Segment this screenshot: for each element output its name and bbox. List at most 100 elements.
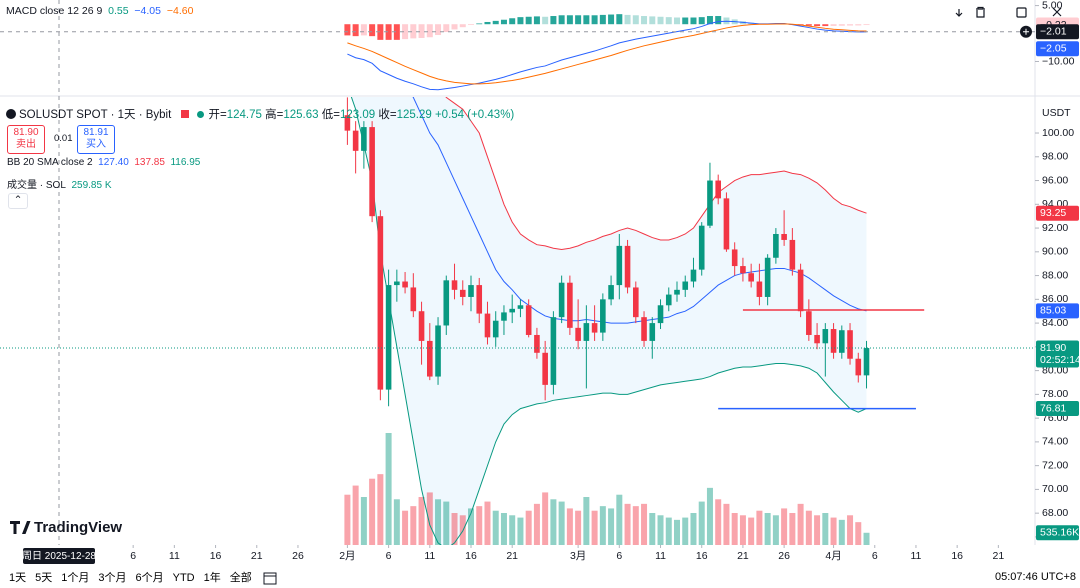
x-tick-label: 26 bbox=[778, 550, 790, 562]
y-tick-label: 96.00 bbox=[1042, 174, 1068, 186]
macd-histogram-bar bbox=[706, 16, 713, 25]
x-tick-label: 11 bbox=[169, 550, 180, 562]
bb-lower-label: 76.81 bbox=[1040, 402, 1066, 414]
candle-body bbox=[641, 317, 647, 341]
volume-bar bbox=[435, 499, 442, 545]
candle-body bbox=[435, 325, 441, 377]
volume-bar bbox=[830, 517, 837, 545]
candle-body bbox=[740, 266, 746, 274]
macd-histogram-bar bbox=[509, 18, 516, 25]
candle-body bbox=[492, 320, 499, 338]
macd-histogram-bar bbox=[352, 24, 359, 37]
candle-body bbox=[575, 327, 581, 341]
volume-bar bbox=[385, 433, 392, 545]
range-button[interactable]: 6个月 bbox=[135, 572, 164, 584]
volume-bar bbox=[756, 510, 763, 545]
volume-bar bbox=[698, 501, 705, 545]
y-tick-label: 5.00 bbox=[1042, 0, 1063, 11]
y-tick-label: 98.00 bbox=[1042, 151, 1068, 163]
candle-body bbox=[707, 180, 713, 226]
volume-bar bbox=[360, 497, 367, 545]
volume-last-label-box bbox=[1036, 525, 1079, 541]
range-button[interactable]: 1个月 bbox=[61, 572, 90, 584]
calendar-icon[interactable] bbox=[263, 571, 277, 585]
x-tick-label: 6 bbox=[616, 550, 622, 562]
legend-value: 116.95 bbox=[170, 157, 201, 168]
volume-bar bbox=[608, 508, 615, 545]
volume-bar bbox=[739, 515, 746, 545]
x-tick-label: 11 bbox=[655, 550, 666, 562]
legend-value: −4.60 bbox=[166, 5, 194, 17]
y-tick-label: 86.00 bbox=[1042, 293, 1068, 305]
candle-body bbox=[682, 281, 689, 290]
ohlc-label: 高= bbox=[265, 109, 284, 121]
sell-button[interactable]: 81.90 卖出 bbox=[7, 125, 45, 154]
y-tick-label: 72.00 bbox=[1042, 459, 1068, 471]
candle-body bbox=[797, 269, 804, 312]
x-tick-label: 6 bbox=[130, 550, 136, 562]
y-tick-label: 84.00 bbox=[1042, 317, 1068, 329]
volume-bar bbox=[426, 492, 433, 545]
candle-body bbox=[839, 330, 845, 353]
line-signal bbox=[347, 23, 867, 85]
range-button[interactable]: 全部 bbox=[229, 572, 252, 584]
range-button[interactable]: 5天 bbox=[35, 572, 53, 584]
volume-bar bbox=[517, 517, 524, 545]
macd-histogram-bar bbox=[385, 24, 392, 40]
crosshair-y-label: −2.01 bbox=[1040, 25, 1067, 37]
top-icons[interactable] bbox=[955, 6, 1062, 18]
candle-body bbox=[484, 313, 491, 338]
candle-body bbox=[608, 285, 614, 300]
candle-body bbox=[789, 239, 796, 270]
macd-histogram-bar bbox=[698, 17, 705, 25]
icon-down[interactable] bbox=[955, 9, 963, 17]
volume-bar bbox=[583, 497, 590, 545]
range-button[interactable]: YTD bbox=[172, 572, 195, 584]
volume-bar bbox=[492, 510, 499, 545]
chart: 66.0068.0070.0072.0074.0076.0078.0080.00… bbox=[0, 0, 1080, 564]
volume-bar bbox=[847, 515, 854, 545]
bb-basis-label: 85.03 bbox=[1040, 305, 1066, 317]
volume-bar bbox=[805, 510, 812, 545]
buy-button[interactable]: 81.91 买入 bbox=[77, 125, 115, 154]
bb-upper-label: 93.25 bbox=[1040, 207, 1066, 219]
last-price-label: 81.90 bbox=[1040, 342, 1066, 354]
candle-body bbox=[690, 269, 697, 282]
volume-bar bbox=[682, 517, 689, 545]
macd-histogram-bar bbox=[838, 24, 845, 26]
ohlc-value: 123.09 bbox=[339, 109, 376, 121]
sell-price: 81.90 bbox=[13, 127, 39, 138]
volume-bar bbox=[451, 513, 458, 545]
crosshair-y-label-box bbox=[1036, 24, 1079, 40]
change: +0.54 bbox=[434, 109, 465, 121]
volume-bar bbox=[690, 513, 697, 545]
macd-histogram-bar bbox=[847, 24, 854, 26]
macd-histogram-bar bbox=[814, 24, 821, 27]
bb-upper-label-box bbox=[1036, 205, 1079, 221]
macd-histogram-bar bbox=[682, 17, 689, 25]
range-button[interactable]: 1年 bbox=[203, 572, 221, 584]
icon-close[interactable] bbox=[1052, 7, 1062, 17]
candle-body bbox=[402, 281, 408, 288]
x-tick-label: 11 bbox=[424, 550, 435, 562]
range-button[interactable]: 1天 bbox=[9, 572, 27, 584]
indicator-name: 成交量 · SOL bbox=[7, 180, 66, 191]
candle-body bbox=[361, 127, 367, 151]
volume-bar bbox=[797, 503, 804, 545]
crosshair-x-label: 周日 2025-12-28 bbox=[22, 550, 96, 562]
collapse-button[interactable]: ⌃ bbox=[8, 193, 28, 209]
macd-histogram-bar bbox=[715, 16, 722, 25]
macd-histogram-bar bbox=[550, 16, 557, 25]
macd-histogram-bar bbox=[690, 17, 697, 25]
candle-body bbox=[814, 334, 820, 344]
volume-bar bbox=[723, 503, 730, 545]
currency: USDT bbox=[1042, 107, 1071, 119]
icon-max[interactable] bbox=[1016, 7, 1027, 18]
range-button[interactable]: 3个月 bbox=[98, 572, 127, 584]
macd-legend: MACD close 12 26 9 0.55 −4.05 −4.60 bbox=[6, 5, 193, 17]
volume-bar bbox=[476, 506, 483, 545]
x-tick-label: 21 bbox=[506, 550, 518, 562]
y-tick-label: 74.00 bbox=[1042, 436, 1068, 448]
icon-trash[interactable] bbox=[976, 6, 985, 18]
